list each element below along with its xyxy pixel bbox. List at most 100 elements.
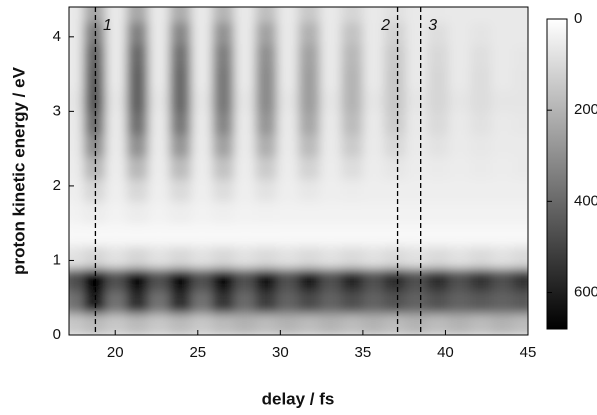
- heatmap-cell: [448, 88, 473, 113]
- heatmap-cell: [148, 311, 172, 335]
- heatmap-cell: [470, 177, 494, 202]
- heatmap-cell: [470, 244, 494, 269]
- heatmap-cell: [212, 20, 236, 46]
- heatmap-cell: [212, 65, 236, 90]
- heatmap-cell: [362, 132, 387, 158]
- heatmap-cell: [512, 132, 528, 158]
- heatmap-cell: [212, 155, 236, 180]
- heatmap-cell: [169, 177, 194, 202]
- heatmap-cell: [384, 65, 408, 90]
- heatmap-cell: [319, 132, 344, 158]
- heatmap-cell: [276, 110, 301, 135]
- heatmap-cell: [126, 65, 151, 90]
- heatmap-cell: [69, 199, 86, 225]
- heatmap-cell: [169, 199, 194, 225]
- heatmap-cell: [448, 199, 473, 225]
- heatmap-cell: [83, 177, 108, 202]
- heatmap-cell: [319, 20, 344, 46]
- heatmap-cell: [169, 266, 194, 292]
- heatmap-cell: [169, 88, 194, 113]
- heatmap-cell: [276, 65, 301, 90]
- heatmap-cell: [491, 289, 515, 314]
- y-tick-label: 0: [53, 326, 61, 343]
- heatmap-cell: [126, 222, 151, 247]
- heatmap-cell: [105, 177, 129, 202]
- heatmap-cell: [512, 7, 528, 23]
- heatmap-cell: [298, 88, 322, 113]
- heatmap-cell: [362, 88, 387, 113]
- heatmap-cell: [212, 289, 236, 314]
- heatmap-cell: [427, 177, 451, 202]
- heatmap-cell: [169, 65, 194, 90]
- heatmap-cell: [470, 222, 494, 247]
- colorbar-tick-label: 200: [574, 101, 597, 118]
- x-tick-label: 25: [189, 344, 206, 361]
- heatmap-cell: [362, 266, 387, 292]
- heatmap-cell: [169, 7, 194, 23]
- heatmap-cell: [470, 88, 494, 113]
- heatmap-cell: [298, 65, 322, 90]
- heatmap-cell: [212, 266, 236, 292]
- heatmap-cell: [148, 222, 172, 247]
- y-tick-label: 3: [53, 102, 61, 119]
- heatmap-cell: [448, 311, 473, 335]
- heatmap-cell: [69, 7, 86, 23]
- heatmap-cell: [427, 244, 451, 269]
- heatmap-cell: [384, 88, 408, 113]
- heatmap-cell: [470, 20, 494, 46]
- heatmap-cell: [276, 266, 301, 292]
- heatmap-cell: [319, 177, 344, 202]
- heatmap-cell: [341, 7, 365, 23]
- heatmap-cell: [470, 110, 494, 135]
- heatmap-cell: [384, 7, 408, 23]
- heatmap-cell: [427, 289, 451, 314]
- heatmap-cell: [448, 289, 473, 314]
- heatmap-cell: [69, 110, 86, 135]
- heatmap-cell: [105, 311, 129, 335]
- heatmap-cell: [126, 88, 151, 113]
- heatmap-cell: [298, 244, 322, 269]
- heatmap-cell: [362, 177, 387, 202]
- heatmap-cell: [470, 266, 494, 292]
- heatmap-cell: [105, 110, 129, 135]
- heatmap-cell: [105, 244, 129, 269]
- heatmap-cell: [276, 155, 301, 180]
- heatmap-cell: [405, 20, 430, 46]
- heatmap-cell: [255, 43, 279, 68]
- heatmap-cell: [298, 177, 322, 202]
- heatmap-cell: [126, 311, 151, 335]
- heatmap-cell: [169, 20, 194, 46]
- heatmap-cell: [448, 155, 473, 180]
- heatmap-cell: [212, 110, 236, 135]
- heatmap-cell: [105, 132, 129, 158]
- heatmap-cell: [191, 222, 215, 247]
- heatmap-cell: [448, 7, 473, 23]
- heatmap-cell: [191, 244, 215, 269]
- x-tick-label: 35: [355, 344, 372, 361]
- heatmap-cell: [448, 177, 473, 202]
- heatmap-cell: [512, 244, 528, 269]
- heatmap-cell: [276, 20, 301, 46]
- heatmap-cell: [233, 244, 258, 269]
- heatmap-cell: [212, 177, 236, 202]
- heatmap-cell: [491, 65, 515, 90]
- heatmap-cell: [448, 20, 473, 46]
- heatmap-cell: [319, 266, 344, 292]
- heatmap-cell: [69, 65, 86, 90]
- heatmap-cell: [276, 199, 301, 225]
- heatmap-cell: [255, 110, 279, 135]
- heatmap-cell: [276, 7, 301, 23]
- heatmap-cell: [470, 7, 494, 23]
- heatmap-cell: [319, 244, 344, 269]
- heatmap-cell: [276, 43, 301, 68]
- heatmap-cell: [319, 110, 344, 135]
- heatmap-cell: [512, 88, 528, 113]
- heatmap-cell: [405, 110, 430, 135]
- heatmap-cell: [319, 43, 344, 68]
- heatmap-cell: [427, 222, 451, 247]
- heatmap-cell: [298, 266, 322, 292]
- heatmap-cell: [319, 311, 344, 335]
- heatmap-cell: [512, 222, 528, 247]
- heatmap-cell: [491, 7, 515, 23]
- heatmap-cell: [169, 43, 194, 68]
